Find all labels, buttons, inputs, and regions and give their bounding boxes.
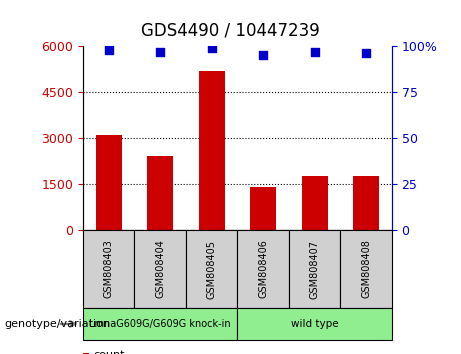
Point xyxy=(362,51,370,56)
Bar xyxy=(96,135,122,230)
Bar xyxy=(199,70,225,230)
Text: GSM808404: GSM808404 xyxy=(155,240,165,298)
Text: wild type: wild type xyxy=(291,319,338,329)
Text: GSM808405: GSM808405 xyxy=(207,240,217,298)
Point xyxy=(260,52,267,58)
Bar xyxy=(302,176,327,230)
Bar xyxy=(353,176,379,230)
Point xyxy=(105,47,112,52)
Text: GSM808407: GSM808407 xyxy=(310,240,319,298)
Point xyxy=(156,49,164,55)
Bar xyxy=(250,187,276,230)
Text: LmnaG609G/G609G knock-in: LmnaG609G/G609G knock-in xyxy=(89,319,231,329)
Text: GSM808406: GSM808406 xyxy=(258,240,268,298)
Text: GSM808408: GSM808408 xyxy=(361,240,371,298)
Point xyxy=(208,45,215,51)
Text: genotype/variation: genotype/variation xyxy=(5,319,111,329)
Text: GSM808403: GSM808403 xyxy=(104,240,114,298)
Point xyxy=(311,49,318,55)
Bar xyxy=(148,156,173,230)
Text: GDS4490 / 10447239: GDS4490 / 10447239 xyxy=(141,21,320,39)
Text: count: count xyxy=(93,350,124,354)
